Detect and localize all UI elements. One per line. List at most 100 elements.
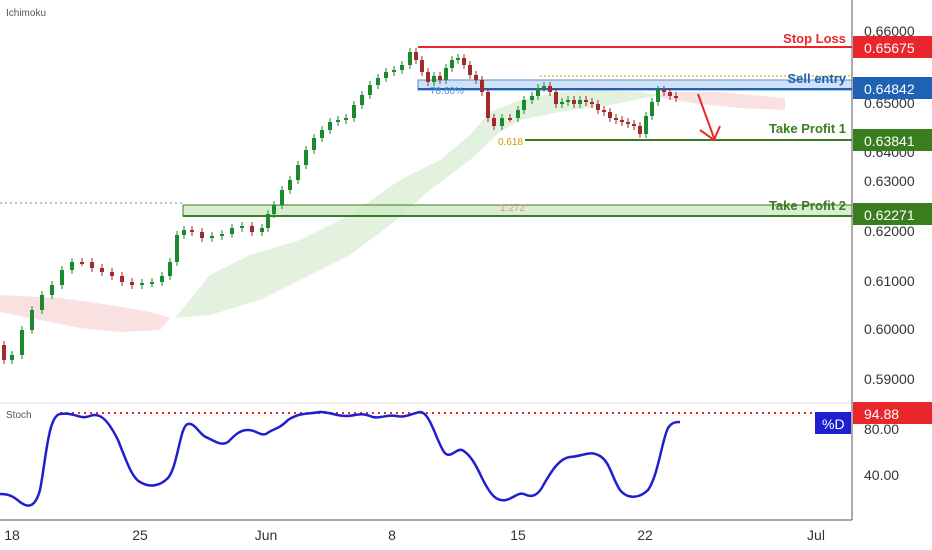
candle-body [344,118,348,120]
candle-body [392,70,396,72]
take-profit-1-label: Take Profit 1 [769,121,846,136]
candle-body [130,282,134,285]
price-tick-label: 0.63000 [864,173,915,189]
stop-loss-label: Stop Loss [783,31,846,46]
sell-entry-label: Sell entry [787,71,846,86]
fib-label-786: 78.60% [430,86,464,97]
candle-body [560,102,564,104]
stop-loss-price-tag-text: 0.65675 [864,40,915,56]
ichimoku-cloud-bullish [175,90,660,318]
candle-body [190,230,194,232]
candle-body [500,118,504,126]
candle-body [438,76,442,80]
fib-label-1272: 1.272 [500,203,525,214]
ichimoku-cloud-bearish [0,295,170,332]
time-tick-label: 22 [637,527,653,543]
candle-body [572,100,576,104]
candle-body [462,58,466,65]
price-tick-label: 0.61000 [864,273,915,289]
take-profit-2-price-tag-bg [853,203,932,225]
candle-body [110,272,114,276]
candle-body [288,180,292,190]
time-tick-label: 18 [4,527,20,543]
candle-body [352,105,356,118]
fib-label-618: 0.618 [498,137,523,148]
take-profit-2-label: Take Profit 2 [769,198,846,213]
candle-body [536,88,540,96]
sell-arrow-head-icon [699,125,721,142]
candle-body [400,65,404,70]
candle-body [530,96,534,100]
stoch-tick-label: 80.00 [864,421,899,437]
stoch-label: Stoch [6,410,32,421]
stoch-series-tag-text: %D [822,416,845,432]
candle-body [508,118,512,120]
candle-body [450,60,454,68]
candle-body [638,126,642,134]
candle-body [590,102,594,104]
candle-body [240,226,244,228]
candle-body [160,276,164,282]
stoch-tick-label: 40.00 [864,467,899,483]
candle-body [360,95,364,105]
candle-body [554,92,558,104]
candle-body [266,214,270,228]
candle-body [456,58,460,60]
candle-body [578,100,582,104]
candle-body [426,72,430,82]
take-profit-1-price-tag-bg [853,129,932,151]
candle-body [384,72,388,78]
candle-body [50,285,54,295]
take-profit-1-price-tag: 0.63841 [853,129,932,151]
sell-entry-price-tag-bg [853,77,932,99]
ichimoku-cloud-bearish-future [660,92,785,110]
time-axis: 18 25 Jun 8 15 22 Jul [4,527,825,543]
candle-body [40,295,44,310]
candle-body [220,234,224,236]
candle-body [656,90,660,102]
candle-body [474,75,478,80]
candle-body [120,276,124,282]
candle-body [90,262,94,268]
candle-body [596,104,600,110]
ichimoku-label: Ichimoku [6,8,46,19]
candle-body [414,52,418,60]
candle-body [548,86,552,92]
candle-body [260,228,264,232]
candle-body [210,236,214,238]
candle-body [468,65,472,75]
candle-body [296,165,300,180]
candle-body [10,355,14,360]
stoch-series-tag-bg [815,412,851,434]
candle-body [614,118,618,120]
candle-body [542,86,546,88]
candle-body [492,118,496,126]
candle-body [60,270,64,285]
sell-arrow [697,93,721,142]
candle-body [620,120,624,122]
price-tick-label: 0.60000 [864,321,915,337]
time-tick-label: Jun [255,527,278,543]
candle-body [280,190,284,205]
candle-body [516,110,520,118]
fib-labels: 78.60% 0.618 1.272 [430,86,525,214]
candle-body [250,226,254,232]
candle-body [632,124,636,126]
candle-body [168,262,172,276]
candle-body [182,230,186,235]
candle-body [376,78,380,85]
candle-body [328,122,332,130]
candle-body [602,110,606,112]
candle-body [674,96,678,98]
candle-body [140,283,144,285]
sell-arrow-shaft [697,93,715,139]
time-tick-label: Jul [807,527,825,543]
time-tick-label: 15 [510,527,526,543]
candle-body [70,262,74,270]
price-tick-label: 0.59000 [864,371,915,387]
candle-body [150,282,154,284]
candle-body [312,138,316,150]
candle-body [444,68,448,80]
candle-body [608,112,612,118]
